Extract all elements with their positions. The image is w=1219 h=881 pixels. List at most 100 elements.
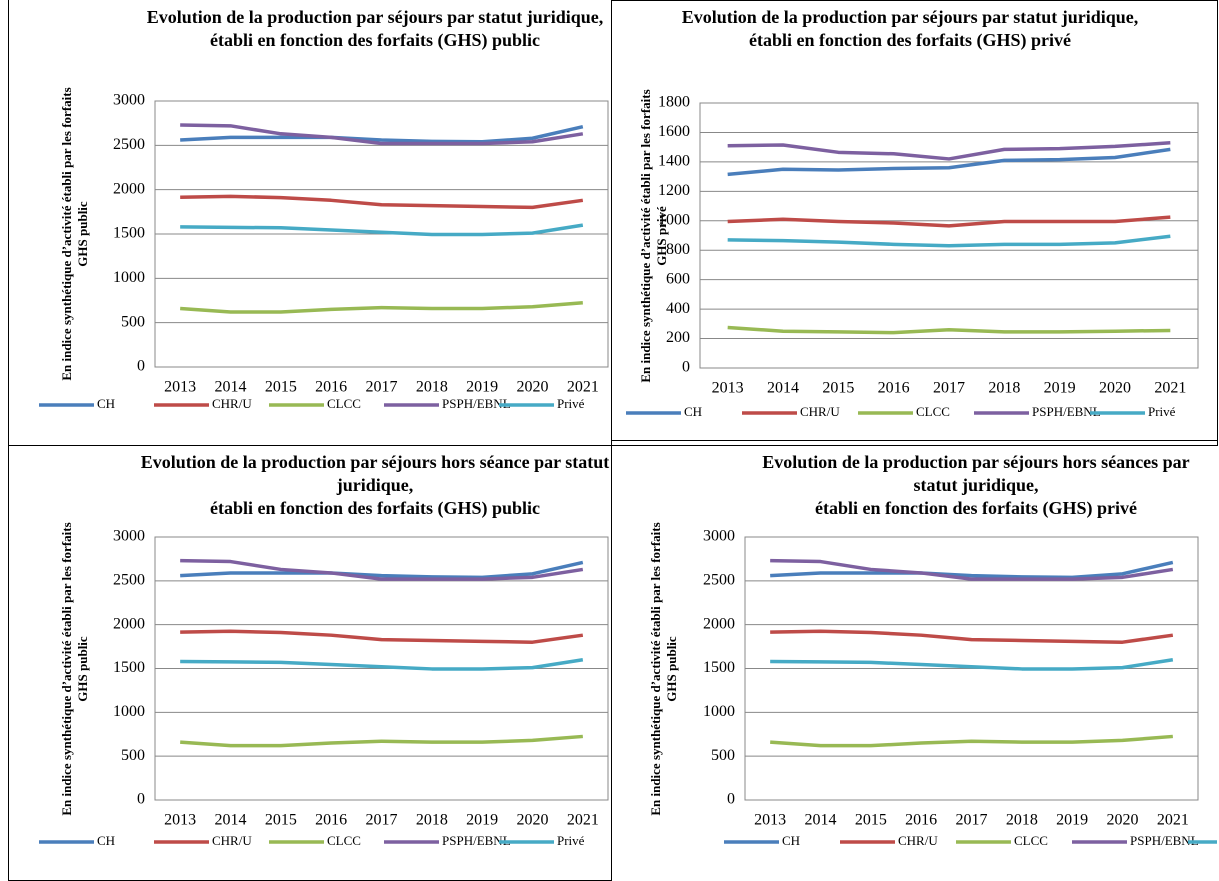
chart-panel: Evolution de la production par séjours h…: [612, 446, 1217, 880]
x-tick-label: 2016: [315, 812, 347, 829]
y-tick-label: 500: [711, 747, 735, 764]
x-tick-label: 2021: [567, 379, 599, 396]
x-tick-label: 2018: [1006, 812, 1038, 829]
y-tick-label: 3000: [703, 528, 735, 545]
series-line: [770, 734, 1173, 748]
x-tick-label: 2019: [1056, 812, 1088, 829]
legend-label: CH: [684, 404, 702, 419]
series-line: [770, 658, 1174, 671]
x-tick-label: 2020: [517, 812, 549, 829]
series-line: [180, 734, 583, 748]
chart-title-line: établi en fonction des forfaits (GHS) pu…: [209, 498, 540, 518]
legend-label: CLCC: [916, 404, 950, 419]
x-tick-label: 2016: [878, 380, 910, 397]
series-line: [180, 658, 584, 671]
y-tick-label: 3000: [113, 528, 145, 545]
legend-label: PSPH/EBNL: [442, 396, 511, 411]
chart: 0 500 1000 1500 2000 2500 3000 2013 2014 2015 2016…: [703, 528, 1217, 848]
x-tick-label: 2015: [265, 812, 297, 829]
x-tick-label: 2016: [315, 379, 347, 396]
series-line: [180, 629, 584, 644]
y-tick-label: 1500: [703, 659, 735, 676]
y-tick-label: 2000: [113, 615, 145, 632]
legend-label: PSPH/EBNL: [1032, 404, 1101, 419]
x-tick-label: 2019: [466, 379, 498, 396]
series-line: [727, 141, 1171, 161]
series-line: [770, 558, 1174, 581]
frame-line: [1217, 0, 1218, 445]
series-line: [727, 215, 1171, 228]
chart-title-line: Evolution de la production par séjours p…: [146, 7, 604, 27]
legend-label: CHR/U: [212, 396, 252, 411]
x-tick-label: 2020: [1099, 380, 1131, 397]
y-tick-label: 0: [682, 359, 690, 376]
x-tick-label: 2018: [988, 380, 1020, 397]
frame-line: [611, 0, 612, 881]
frame-line: [612, 0, 1218, 1]
y-tick-label: 3000: [113, 92, 145, 109]
y-tick-label: 200: [666, 329, 690, 346]
legend-label: CLCC: [1014, 833, 1048, 848]
plot-border: [154, 536, 609, 801]
x-tick-label: 2014: [215, 379, 247, 396]
plot-border: [154, 100, 609, 368]
x-tick-label: 2015: [265, 379, 297, 396]
y-tick-label: 0: [727, 791, 735, 808]
legend-label: PSPH/EBNL: [1130, 833, 1199, 848]
y-tick-label: 0: [137, 791, 145, 808]
chart-title: Evolution de la production par séjours h…: [140, 451, 610, 520]
y-tick-label: 1500: [113, 659, 145, 676]
chart-title-line: Evolution de la production par séjours p…: [681, 7, 1139, 27]
series-line: [180, 558, 584, 581]
y-tick-label: 500: [121, 747, 145, 764]
series-line: [180, 125, 584, 144]
chart-panel: Evolution de la production par séjours p…: [612, 1, 1217, 440]
y-tick-label: 1400: [658, 153, 690, 170]
chart: 0 500 1000 1500 2000 2500 3000 2013 2014 2015 2016…: [39, 528, 609, 848]
chart-title-line: Evolution de la production par séjours h…: [762, 452, 1190, 495]
series-line: [180, 300, 583, 314]
chart-title-line: établi en fonction des forfaits (GHS) pr…: [749, 30, 1071, 50]
legend-label: CH: [782, 833, 800, 848]
y-tick-label: 1000: [658, 211, 690, 228]
series-line: [770, 560, 1174, 580]
x-tick-label: 2017: [366, 812, 398, 829]
x-tick-label: 2018: [416, 379, 448, 396]
y-tick-label: 1000: [113, 703, 145, 720]
plot-border: [744, 536, 1199, 801]
x-tick-label: 2014: [215, 812, 247, 829]
y-tick-label: 2000: [113, 180, 145, 197]
legend-label: CH: [97, 833, 115, 848]
y-tick-label: 2500: [113, 136, 145, 153]
frame-line: [612, 440, 1218, 441]
chart: 0 500 1000 1500 2000 2500 3000 2013 2014 2015 2016…: [39, 92, 609, 411]
series-line: [180, 223, 584, 237]
series-line: [180, 194, 584, 210]
series-line: [727, 234, 1171, 248]
legend-label: Privé: [557, 833, 585, 848]
legend-label: CHR/U: [800, 404, 840, 419]
plot-border: [699, 102, 1199, 369]
legend-label: Privé: [1148, 404, 1176, 419]
y-tick-label: 2000: [703, 615, 735, 632]
x-tick-label: 2020: [1107, 812, 1139, 829]
y-tick-label: 800: [666, 241, 690, 258]
x-tick-label: 2017: [933, 380, 965, 397]
x-tick-label: 2014: [767, 380, 799, 397]
chart-panel: Evolution de la production par séjours p…: [9, 1, 611, 441]
y-tick-label: 1800: [658, 94, 690, 111]
x-tick-label: 2016: [905, 812, 937, 829]
chart-title-line: Evolution de la production par séjours h…: [140, 452, 610, 495]
x-tick-label: 2018: [416, 812, 448, 829]
x-tick-label: 2013: [712, 380, 744, 397]
chart-title: Evolution de la production par séjours p…: [675, 6, 1145, 52]
legend-label: PSPH/EBNL: [442, 833, 511, 848]
legend-label: CH: [97, 396, 115, 411]
chart-panel: Evolution de la production par séjours h…: [9, 446, 611, 880]
x-tick-label: 2013: [164, 812, 196, 829]
chart-title-line: établi en fonction des forfaits (GHS) pr…: [815, 498, 1137, 518]
x-tick-label: 2019: [466, 812, 498, 829]
y-tick-label: 0: [137, 358, 145, 375]
legend-label: CLCC: [327, 833, 361, 848]
